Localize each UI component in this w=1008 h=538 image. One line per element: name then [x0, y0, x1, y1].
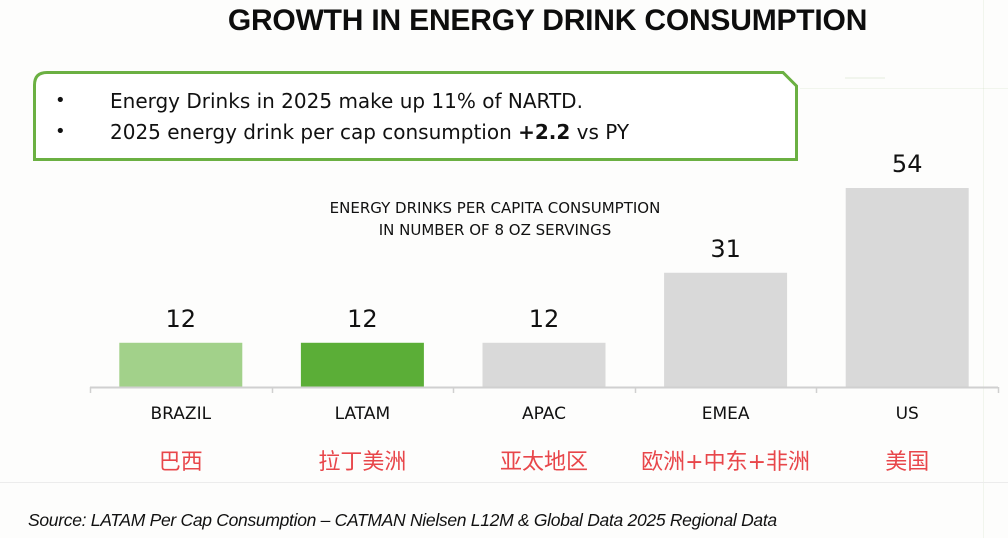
x-tick-label: US — [896, 404, 919, 424]
data-label: 12 — [529, 305, 560, 333]
bullet-glyph: • — [55, 90, 66, 111]
x-tick-label: BRAZIL — [151, 404, 212, 424]
bar-us — [845, 188, 969, 387]
data-label: 12 — [347, 305, 378, 333]
bullet-text-main: 2025 energy drink per cap consumption — [110, 120, 519, 144]
background-decor-line — [983, 0, 984, 538]
bullet-glyph: • — [55, 121, 66, 142]
bullet-text-main: Energy Drinks in 2025 make up 11% of NAR… — [110, 89, 583, 113]
footer-divider — [0, 482, 1008, 483]
bullet-text: Energy Drinks in 2025 make up 11% of NAR… — [110, 86, 583, 116]
bar-chart: 12 BRAZIL 巴西 12 LATAM 拉丁美洲 12 APAC 亚太地区 31 EMEA 欧洲+… — [89, 150, 1000, 475]
bar-latam — [300, 342, 424, 387]
data-label: 12 — [166, 305, 197, 333]
bullet-text-tail: vs PY — [570, 120, 630, 144]
chart-title: ENERGY DRINKS PER CAPITA CONSUMPTION — [329, 199, 661, 217]
chart-title-block: ENERGY DRINKS PER CAPITA CONSUMPTION IN … — [200, 197, 790, 241]
x-tick-label-chinese: 拉丁美洲 — [318, 450, 406, 475]
chart-subtitle: IN NUMBER OF 8 OZ SERVINGS — [378, 221, 612, 239]
data-label: 31 — [710, 235, 741, 263]
source-note: Source: LATAM Per Cap Consumption – CATM… — [28, 510, 777, 530]
background-decor-line — [845, 77, 885, 79]
bullet-text: 2025 energy drink per cap consumption +2… — [110, 117, 629, 147]
bullet-text-bold: +2.2 — [518, 120, 571, 144]
x-tick-label-chinese: 巴西 — [159, 450, 203, 475]
x-tick-label: EMEA — [702, 404, 750, 424]
x-tick-label: LATAM — [335, 404, 391, 424]
data-label: 54 — [892, 150, 923, 178]
x-tick-label-chinese: 欧洲+中东+非洲 — [641, 450, 810, 475]
page-title: GROWTH IN ENERGY DRINK CONSUMPTION — [227, 4, 868, 37]
x-tick-label-chinese: 亚太地区 — [500, 450, 588, 475]
callout-box: • Energy Drinks in 2025 make up 11% of N… — [33, 71, 799, 161]
callout-border — [33, 71, 798, 161]
bar-emea — [664, 272, 788, 387]
bar-apac — [482, 342, 606, 387]
bar-brazil — [119, 342, 243, 387]
background-decor-line — [800, 88, 1008, 89]
x-tick-label: APAC — [522, 404, 566, 424]
x-tick-label-chinese: 美国 — [885, 450, 929, 475]
